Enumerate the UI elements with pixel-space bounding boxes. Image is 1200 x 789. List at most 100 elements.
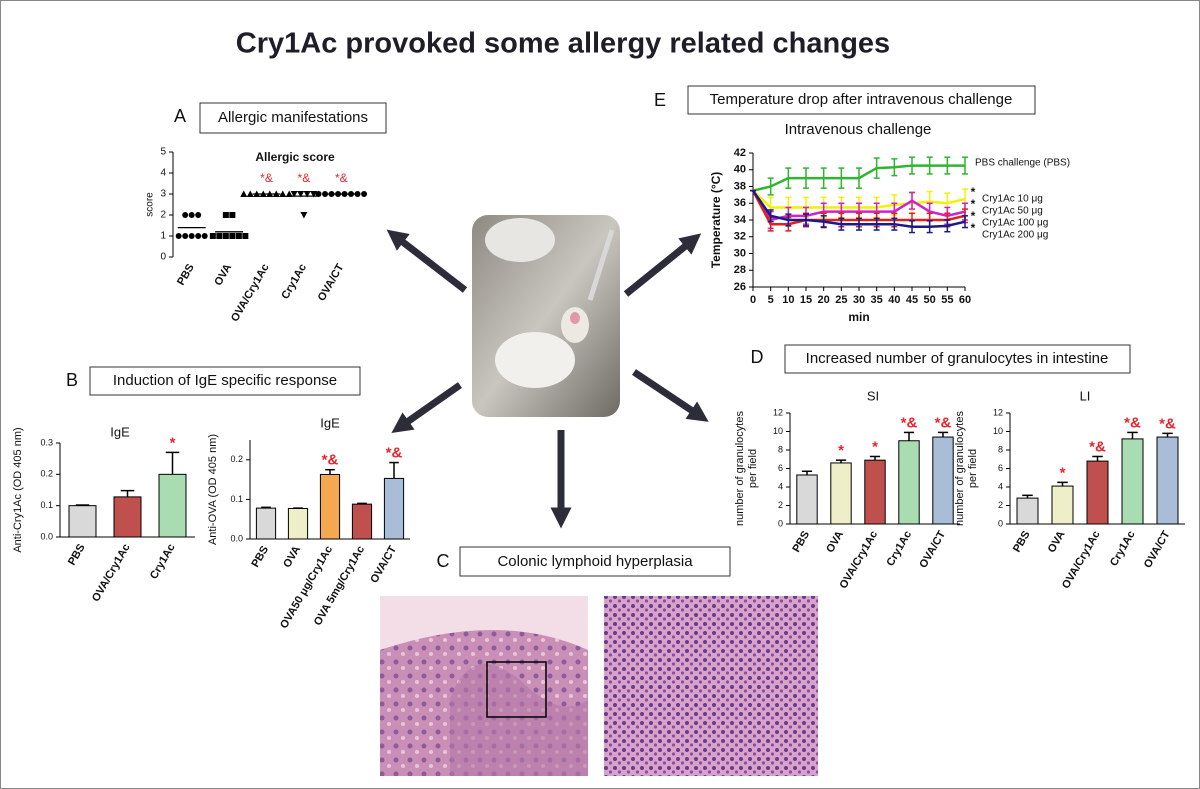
- y-tick-label: 36: [734, 197, 746, 209]
- data-point: [279, 190, 287, 197]
- panel-caption: Colonic lymphoid hyperplasia: [497, 553, 693, 570]
- y-axis-label: per field: [747, 449, 759, 488]
- y-tick-label: 28: [734, 264, 746, 276]
- y-tick-label: 4: [998, 481, 1003, 491]
- panel-caption: Allergic manifestations: [218, 109, 368, 126]
- line-series: [752, 164, 965, 192]
- x-tick-label: 40: [888, 294, 900, 306]
- legend-label: PBS challenge (PBS): [975, 158, 1070, 169]
- data-point: [195, 233, 202, 239]
- bar: [68, 505, 97, 538]
- data-point: [354, 191, 361, 197]
- significance-label: *: [872, 438, 878, 455]
- panel-caption: Temperature drop after intravenous chall…: [710, 91, 1013, 108]
- y-tick-label: 10: [773, 426, 783, 436]
- legend-label: Cry1Ac 100 μg: [982, 218, 1048, 229]
- chart-title: Intravenous challenge: [785, 121, 932, 138]
- significance-label: *&: [1089, 438, 1106, 455]
- significance-label: *: [971, 209, 976, 223]
- bar: [351, 503, 373, 540]
- histology-images: [380, 596, 818, 776]
- y-tick-label: 10: [993, 426, 1003, 436]
- data-point: [195, 212, 202, 218]
- y-tick-label: 4: [160, 168, 166, 179]
- legend-label: Cry1Ac 10 μg: [982, 194, 1043, 205]
- significance-label: *: [838, 442, 844, 459]
- x-tick-label: 50: [924, 294, 936, 306]
- y-tick-label: 0: [778, 518, 783, 528]
- bar: [113, 496, 142, 538]
- significance-label: *: [971, 221, 976, 235]
- bar: [932, 436, 954, 525]
- bar: [1086, 460, 1109, 525]
- y-tick-label: 8: [778, 444, 783, 454]
- significance-label: *&: [322, 452, 339, 469]
- data-point: [361, 191, 368, 197]
- bar: [1121, 438, 1144, 525]
- y-tick-label: 0.0: [40, 531, 53, 541]
- chart-title: Allergic score: [255, 150, 335, 164]
- data-point: [229, 233, 236, 239]
- bar: [255, 507, 277, 540]
- data-point: [222, 212, 229, 218]
- significance-label: *&: [260, 171, 273, 185]
- significance-label: *&: [1124, 414, 1141, 431]
- panel-letter: C: [437, 551, 450, 571]
- y-tick-label: 0.1: [230, 494, 243, 504]
- significance-label: *&: [935, 414, 952, 431]
- x-tick-label: 30: [853, 294, 865, 306]
- y-tick-label: 42: [734, 147, 746, 159]
- y-tick-label: 5: [160, 147, 166, 158]
- data-point: [182, 212, 189, 218]
- y-tick-label: 0.3: [40, 437, 53, 447]
- bar: [864, 459, 886, 525]
- data-point: [235, 233, 242, 239]
- arrows: [386, 229, 709, 529]
- data-point: [300, 212, 308, 219]
- y-tick-label: 12: [993, 407, 1003, 417]
- caption-box: [459, 546, 731, 577]
- bar: [1156, 436, 1179, 525]
- y-tick-label: 0.0: [230, 533, 243, 543]
- data-point: [222, 233, 229, 239]
- significance-label: *&: [298, 171, 311, 185]
- x-tick-label: 45: [906, 294, 918, 306]
- data-point: [242, 233, 249, 239]
- bar: [898, 440, 920, 525]
- data-point: [209, 233, 216, 239]
- data-point: [188, 233, 195, 239]
- panel-letter: D: [751, 347, 764, 367]
- significance-label: *: [971, 185, 976, 199]
- significance-label: *: [1060, 464, 1066, 481]
- x-tick-label: 35: [871, 294, 883, 306]
- chart-title: IgE: [320, 415, 340, 430]
- data-point: [175, 233, 182, 239]
- y-tick-label: 3: [160, 189, 166, 200]
- y-tick-label: 30: [734, 247, 746, 259]
- y-tick-label: 2: [778, 500, 783, 510]
- line-series: [751, 189, 966, 228]
- caption-box: [199, 102, 387, 134]
- bar: [383, 477, 405, 540]
- y-axis-label: Anti-Cry1Ac (OD 405 nm): [12, 427, 24, 552]
- data-point: [240, 190, 248, 197]
- y-axis-label: score: [145, 192, 156, 217]
- chart-title: SI: [867, 388, 879, 403]
- bar: [287, 508, 309, 540]
- panel-caption: Induction of IgE specific response: [113, 372, 337, 389]
- data-point: [285, 190, 293, 197]
- y-tick-label: 0: [160, 252, 166, 263]
- data-point: [188, 212, 195, 218]
- bar: [1016, 497, 1039, 525]
- x-tick-label: 25: [835, 294, 847, 306]
- y-axis-label: number of granulocytes: [734, 411, 746, 526]
- data-point: [182, 233, 189, 239]
- significance-label: *&: [1159, 415, 1176, 432]
- panel-caption: Increased number of granulocytes in inte…: [806, 350, 1109, 367]
- bar: [319, 473, 341, 540]
- y-tick-label: 40: [734, 164, 746, 176]
- data-point: [246, 190, 254, 197]
- bar: [158, 473, 187, 538]
- y-tick-label: 4: [778, 481, 783, 491]
- significance-label: *&: [901, 414, 918, 431]
